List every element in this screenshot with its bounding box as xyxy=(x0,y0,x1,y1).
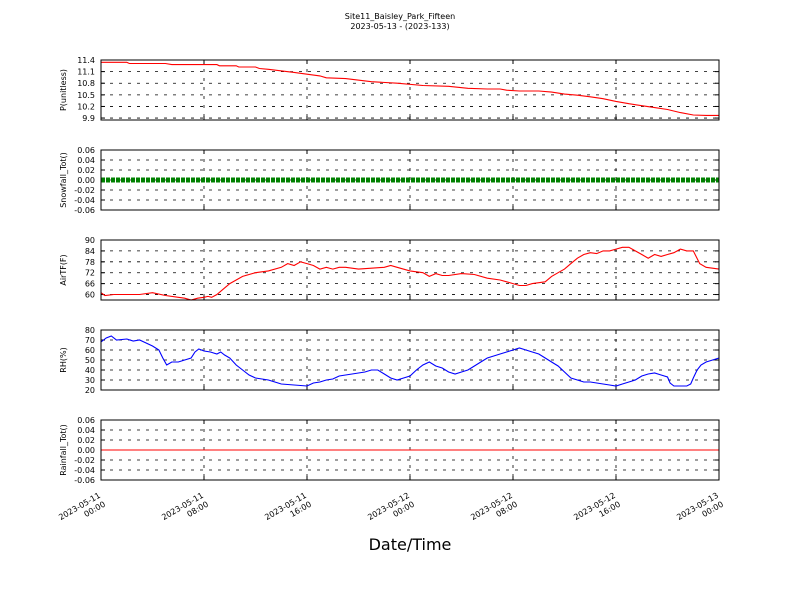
y-axis-label: Rainfall_Tot() xyxy=(59,424,68,476)
chart-subtitle: 2023-05-13 - (2023-133) xyxy=(350,22,449,31)
y-axis-label: P(unitless) xyxy=(59,69,68,111)
y-tick-label: 40 xyxy=(85,366,95,375)
y-tick-label: 60 xyxy=(85,291,95,300)
y-tick-label: 0.02 xyxy=(77,436,95,445)
y-tick-label: 10.2 xyxy=(77,102,95,111)
x-tick-label: 2023-05-1116:00 xyxy=(263,491,313,531)
y-tick-label: -0.06 xyxy=(74,206,95,215)
y-tick-label: -0.04 xyxy=(74,466,95,475)
panel-frame xyxy=(100,239,720,301)
x-axis-label: Date/Time xyxy=(369,535,452,554)
y-tick-label: 60 xyxy=(85,346,95,355)
y-tick-label: 20 xyxy=(85,386,95,395)
y-tick-label: 90 xyxy=(85,236,95,245)
panel-frame xyxy=(100,59,720,121)
y-tick-label: -0.02 xyxy=(74,456,95,465)
y-tick-label: 66 xyxy=(85,280,95,289)
y-tick-label: 72 xyxy=(85,269,95,278)
y-tick-label: 0.00 xyxy=(77,176,95,185)
y-tick-label: 10.8 xyxy=(77,79,95,88)
panel-frame xyxy=(100,329,720,391)
panels-group: 11.411.110.810.510.29.9P(unitless)0.060.… xyxy=(59,56,720,485)
y-tick-label: 70 xyxy=(85,336,95,345)
y-tick-label: 50 xyxy=(85,356,95,365)
y-tick-label: 30 xyxy=(85,376,95,385)
y-tick-label: -0.06 xyxy=(74,476,95,485)
y-tick-label: -0.04 xyxy=(74,196,95,205)
y-tick-label: 78 xyxy=(85,258,95,267)
x-tick-labels: 2023-05-1100:00 2023-05-1108:00 2023-05-11… xyxy=(57,491,725,531)
y-tick-label: 0.06 xyxy=(77,146,95,155)
y-tick-label: 0.02 xyxy=(77,166,95,175)
y-axis-label: AirTF(F) xyxy=(59,254,68,285)
y-tick-label: 0.00 xyxy=(77,446,95,455)
y-tick-label: -0.02 xyxy=(74,186,95,195)
panel-frame xyxy=(100,149,720,211)
y-tick-label: 0.06 xyxy=(77,416,95,425)
y-tick-label: 0.04 xyxy=(77,156,95,165)
y-tick-label: 11.4 xyxy=(77,56,95,65)
panel-0: 11.4 11.1 10.8 10.5 10.2 9.9 P(unitless) xyxy=(59,56,720,123)
series-line-0 xyxy=(101,61,719,116)
y-tick-label: 84 xyxy=(85,247,95,256)
x-tick-label: 2023-05-1216:00 xyxy=(572,491,622,531)
x-tick-label: 2023-05-1300:00 xyxy=(675,491,725,531)
x-tick-label: 2023-05-1100:00 xyxy=(57,491,107,531)
y-tick-label: 11.1 xyxy=(77,68,95,77)
series-line-3 xyxy=(100,335,720,387)
y-axis-label: RH(%) xyxy=(59,347,68,372)
x-tick-label: 2023-05-1108:00 xyxy=(160,491,210,531)
y-axis-label: Snowfall_Tot() xyxy=(59,152,68,208)
chart-title: Site11_Baisley_Park_Fifteen xyxy=(345,12,455,21)
panel-frame xyxy=(100,419,720,481)
y-tick-label: 9.9 xyxy=(82,114,95,123)
y-tick-label: 80 xyxy=(85,326,95,335)
panel-1: 0.060.040.020.00-0.02-0.04-0.06 Snowfall_… xyxy=(59,146,720,215)
panel-2: 90 84 78 72 66 60 AirTF(F) xyxy=(59,236,720,301)
x-tick-label: 2023-05-1200:00 xyxy=(366,491,416,531)
y-tick-label: 10.5 xyxy=(77,91,95,100)
series-line-2 xyxy=(100,246,720,301)
x-tick-label: 2023-05-1208:00 xyxy=(469,491,519,531)
panel-4: 0.060.040.020.00-0.02-0.04-0.06 Rainfall_… xyxy=(59,416,720,485)
y-tick-label: 0.04 xyxy=(77,426,95,435)
